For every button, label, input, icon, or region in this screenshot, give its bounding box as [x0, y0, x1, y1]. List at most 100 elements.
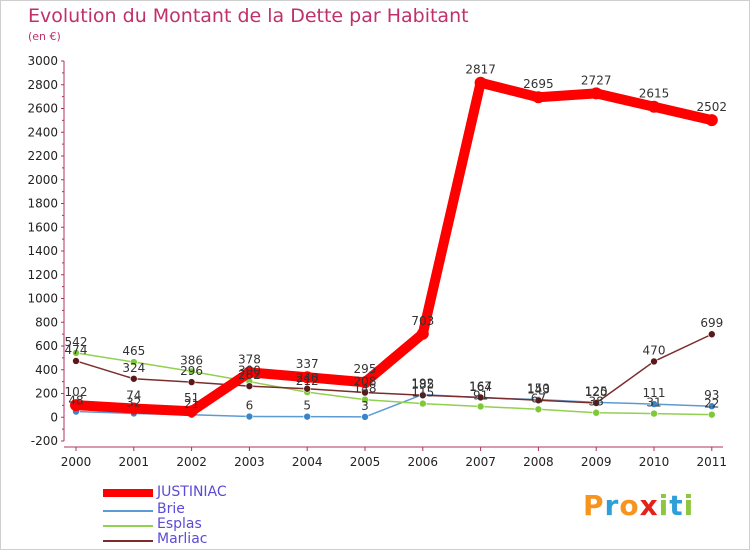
data-label-brie: 21: [184, 397, 199, 411]
y-tick-label: 1200: [27, 268, 58, 282]
data-label-marliac: 143: [527, 382, 550, 396]
data-point-marliac: [245, 382, 254, 390]
data-point-marliac: [650, 357, 658, 366]
data-label-brie: 164: [469, 380, 492, 394]
y-tick-label: 1600: [27, 220, 58, 234]
y-tick-label: -200: [31, 434, 58, 448]
data-label-marliac: 474: [65, 343, 88, 357]
x-tick-label: 2011: [697, 455, 728, 469]
data-label-esplas: 22: [704, 397, 719, 411]
y-tick-label: 2200: [27, 149, 58, 163]
data-label-marliac: 240: [296, 371, 319, 385]
data-point-justiniac: [474, 76, 487, 89]
data-point-esplas: [418, 399, 427, 408]
data-label-marliac: 262: [238, 368, 261, 382]
data-point-justiniac: [532, 91, 545, 104]
y-tick-label: 2600: [27, 102, 58, 116]
data-label-brie: 93: [704, 388, 719, 402]
data-point-marliac: [592, 399, 601, 407]
data-point-esplas: [650, 409, 658, 418]
legend-swatch-brie: [103, 510, 153, 512]
data-label-justiniac: 295: [354, 362, 377, 376]
logo-letter: r: [604, 489, 620, 522]
y-tick-label: 1800: [27, 197, 58, 211]
data-point-esplas: [187, 367, 196, 376]
data-label-justiniac: 102: [65, 385, 88, 399]
data-label-esplas: 31: [646, 396, 661, 410]
data-label-brie: 6: [246, 399, 254, 413]
logo-letter: t: [669, 489, 684, 522]
data-label-justiniac: 2727: [581, 73, 612, 87]
legend-swatch-esplas: [103, 525, 153, 527]
y-tick-label: 3000: [27, 54, 58, 68]
data-label-marliac: 120: [585, 385, 608, 399]
legend-swatch-marliac: [103, 540, 153, 542]
data-label-justiniac: 2817: [465, 63, 496, 77]
logo-letter: o: [619, 489, 640, 522]
y-tick-label: 2000: [27, 173, 58, 187]
data-label-brie: 125: [585, 384, 608, 398]
data-point-justiniac: [590, 87, 603, 100]
data-point-justiniac: [648, 100, 660, 113]
data-point-marliac: [534, 396, 543, 405]
y-tick-label: 2400: [27, 125, 58, 139]
legend-label-justiniac: JUSTINIAC: [157, 484, 227, 500]
x-tick-label: 2007: [465, 455, 496, 469]
x-tick-label: 2002: [176, 455, 207, 469]
logo-letter: i: [683, 489, 695, 522]
data-label-marliac: 296: [180, 364, 203, 378]
chart-subtitle: (en €): [28, 30, 61, 43]
proxiti-logo: Proxiti: [583, 489, 694, 522]
data-point-justiniac: [185, 405, 198, 418]
legend-label-esplas: Esplas: [157, 516, 202, 532]
y-tick-label: 0: [50, 410, 58, 424]
series-line-justiniac: [71, 77, 717, 417]
data-label-marliac: 167: [469, 379, 492, 393]
x-tick-label: 2010: [639, 455, 670, 469]
data-point-marliac: [303, 384, 312, 393]
data-label-esplas: 300: [238, 364, 261, 378]
data-label-justiniac: 378: [238, 352, 261, 366]
data-label-justiniac: 2695: [523, 77, 554, 91]
y-tick-label: 400: [35, 363, 58, 377]
x-tick-label: 2000: [61, 455, 92, 469]
data-point-esplas: [130, 358, 138, 366]
data-label-justiniac: 51: [184, 391, 199, 405]
logo-letter: i: [658, 489, 670, 522]
data-point-justiniac: [301, 371, 314, 384]
data-label-esplas: 212: [296, 374, 319, 388]
data-label-esplas: 465: [122, 344, 145, 358]
series-line-marliac: [75, 333, 713, 404]
data-label-marliac: 185: [411, 377, 434, 391]
data-point-marliac: [72, 357, 80, 365]
data-label-justiniac: 2502: [697, 100, 728, 114]
data-label-brie: 192: [411, 376, 434, 390]
x-tick-label: 2009: [581, 455, 612, 469]
data-label-justiniac: 2615: [639, 87, 670, 101]
data-label-marliac: 699: [700, 316, 723, 330]
y-tick-label: 200: [35, 387, 58, 401]
data-point-brie: [303, 412, 312, 421]
data-point-marliac: [361, 388, 369, 397]
legend-label-marliac: Marliac: [157, 531, 208, 547]
data-label-brie: 150: [527, 381, 550, 395]
x-tick-label: 2004: [292, 455, 323, 469]
logo-letter: P: [583, 489, 605, 522]
x-tick-label: 2006: [408, 455, 439, 469]
data-point-justiniac: [243, 366, 256, 379]
y-tick-label: 800: [35, 315, 58, 329]
data-label-justiniac: 74: [126, 388, 141, 402]
data-point-justiniac: [70, 399, 82, 412]
data-point-esplas: [592, 408, 601, 417]
data-label-esplas: 115: [411, 386, 434, 400]
chart-title: Evolution du Montant de la Dette par Hab…: [28, 5, 469, 27]
x-tick-label: 2005: [350, 455, 381, 469]
data-point-brie: [245, 412, 254, 421]
data-point-brie: [361, 413, 369, 421]
data-label-brie: 3: [361, 399, 369, 413]
x-tick-label: 2001: [119, 455, 150, 469]
data-point-esplas: [534, 405, 543, 414]
data-label-justiniac: 337: [296, 357, 319, 371]
data-point-justiniac: [359, 376, 371, 389]
